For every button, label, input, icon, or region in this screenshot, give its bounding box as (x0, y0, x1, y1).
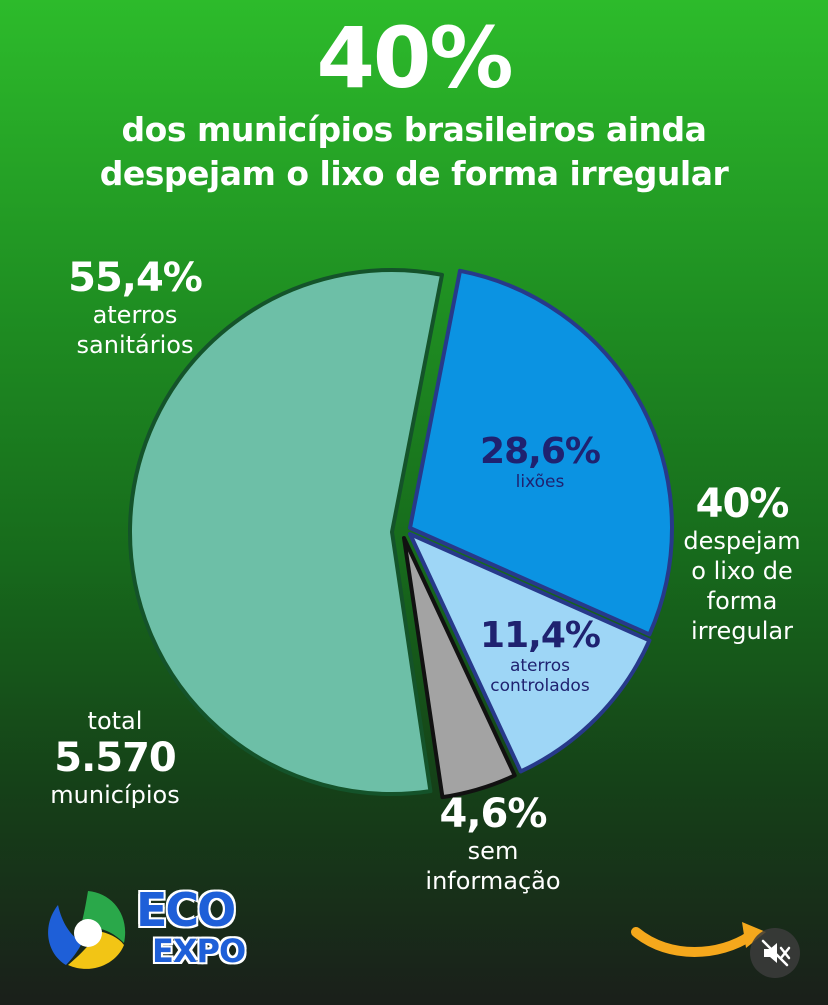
eco-expo-emblem-icon (48, 891, 126, 969)
pie-slice-4 (402, 536, 517, 800)
label-irregular-line2: o lixo de (691, 557, 793, 585)
label-aterros-controlados-line2: controlados (490, 676, 590, 696)
label-irregular-line4: irregular (691, 617, 793, 645)
mute-toggle-button[interactable] (750, 928, 800, 978)
label-aterros-sanitarios: 55,4% aterros sanitários (40, 256, 230, 360)
logo-text-eco: ECO (136, 883, 236, 937)
curved-arrow-icon (631, 922, 766, 957)
label-irregular-value: 40% (695, 481, 790, 527)
label-sem-informacao-value: 4,6% (439, 791, 548, 837)
label-sem-informacao: 4,6% sem informação (398, 792, 588, 896)
pie-slice-1 (128, 268, 444, 796)
logo-text-expo: EXPO (152, 932, 246, 970)
pie-slice-2 (408, 268, 674, 637)
headline-subtitle: dos municípios brasileiros ainda despeja… (40, 108, 788, 196)
label-sem-informacao-line1: sem (467, 837, 519, 865)
label-aterros-controlados-value: 11,4% (480, 615, 601, 656)
subtitle-line-2: despejam o lixo de forma irregular (99, 154, 729, 193)
label-aterros-sanitarios-line1: aterros (92, 301, 178, 329)
label-lixoes: 28,6% lixões (460, 431, 620, 493)
subtitle-line-1: dos municípios brasileiros ainda (121, 110, 707, 149)
label-irregular-line3: forma (706, 587, 778, 615)
label-lixoes-value: 28,6% (480, 431, 601, 472)
pie-slice-3 (408, 532, 652, 774)
label-aterros-sanitarios-line2: sanitários (76, 331, 194, 359)
label-aterros-controlados-line1: aterros (509, 656, 571, 676)
label-irregular: 40% despejam o lixo de forma irregular (666, 482, 818, 646)
label-total-value: 5.570 (54, 735, 177, 781)
headline-percent: 40% (316, 9, 513, 107)
label-aterros-sanitarios-value: 55,4% (68, 255, 203, 301)
eco-expo-logo: ECO EXPO (40, 885, 260, 975)
label-aterros-controlados: 11,4% aterros controlados (450, 615, 630, 697)
label-lixoes-line1: lixões (515, 472, 565, 492)
label-sem-informacao-line2: informação (425, 867, 561, 895)
label-total-line1: total (87, 707, 143, 735)
label-total-line2: municípios (50, 781, 180, 809)
label-total: total 5.570 municípios (20, 706, 210, 810)
label-irregular-line1: despejam (683, 527, 801, 555)
muted-speaker-icon (761, 939, 791, 967)
